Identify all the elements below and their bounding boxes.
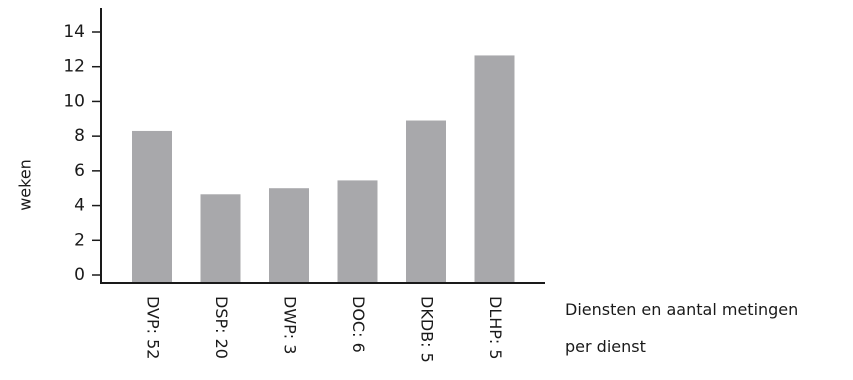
bar: [406, 120, 446, 284]
bar: [337, 180, 378, 283]
x-category-label: DKDB: 5: [418, 296, 437, 363]
y-axis-label: weken: [16, 159, 35, 211]
bar: [132, 130, 172, 283]
x-axis-label-line-2: per dienst: [565, 337, 646, 356]
x-category-label: DLHP: 5: [486, 296, 505, 360]
y-tick-label: 12: [63, 57, 85, 77]
bar: [200, 194, 241, 283]
y-tick-label: 0: [74, 265, 85, 285]
bar: [269, 188, 309, 283]
x-category-label: DVP: 52: [144, 296, 163, 359]
x-category-label: DSP: 20: [212, 296, 231, 359]
y-tick-label: 4: [74, 196, 85, 216]
y-tick-label: 6: [74, 161, 85, 181]
x-axis-label-line-1: Diensten en aantal metingen: [565, 300, 798, 319]
x-axis-label: Diensten en aantal metingen per dienst: [565, 300, 803, 356]
x-category-label: DOC: 6: [349, 296, 368, 353]
y-tick-label: 14: [63, 22, 85, 42]
y-axis-ticks: 0 2 4 6 8 10 12 14: [63, 22, 101, 285]
category-labels: DVP: 52 DSP: 20 DWP: 3 DOC: 6 DKDB: 5 DLHP: 5: [144, 296, 506, 363]
y-tick-label: 8: [74, 126, 85, 146]
x-category-label: DWP: 3: [281, 296, 300, 354]
y-tick-label: 2: [74, 230, 85, 250]
bars-group: [132, 55, 515, 284]
bar: [474, 55, 515, 283]
y-tick-label: 10: [63, 91, 85, 111]
